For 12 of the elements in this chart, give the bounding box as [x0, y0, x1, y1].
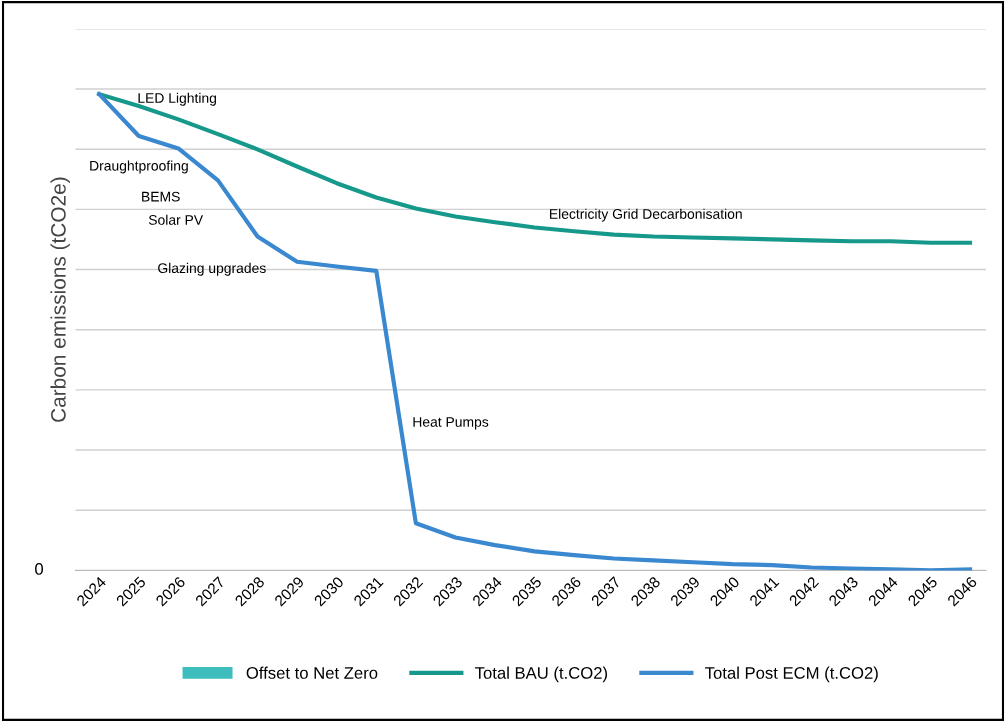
- annotation: Glazing upgrades: [158, 262, 266, 276]
- text: 0: [35, 563, 44, 575]
- legend-label: Total BAU (t.CO2): [475, 666, 608, 683]
- legend-label: Offset to Net Zero: [246, 666, 378, 679]
- annotation: Electricity Grid Decarbonisation: [550, 208, 742, 222]
- annotation: LED Lighting: [138, 92, 216, 106]
- annotation: BEMS: [142, 191, 180, 202]
- annotation: Heat Pumps: [413, 417, 489, 430]
- y-axis-title: Carbon emissions (tCO2e): [50, 177, 70, 422]
- annotation: Solar PV: [148, 214, 204, 225]
- annotation: Draughtproofing: [90, 160, 188, 174]
- legend-label: Total Post ECM (t.CO2): [705, 666, 878, 683]
